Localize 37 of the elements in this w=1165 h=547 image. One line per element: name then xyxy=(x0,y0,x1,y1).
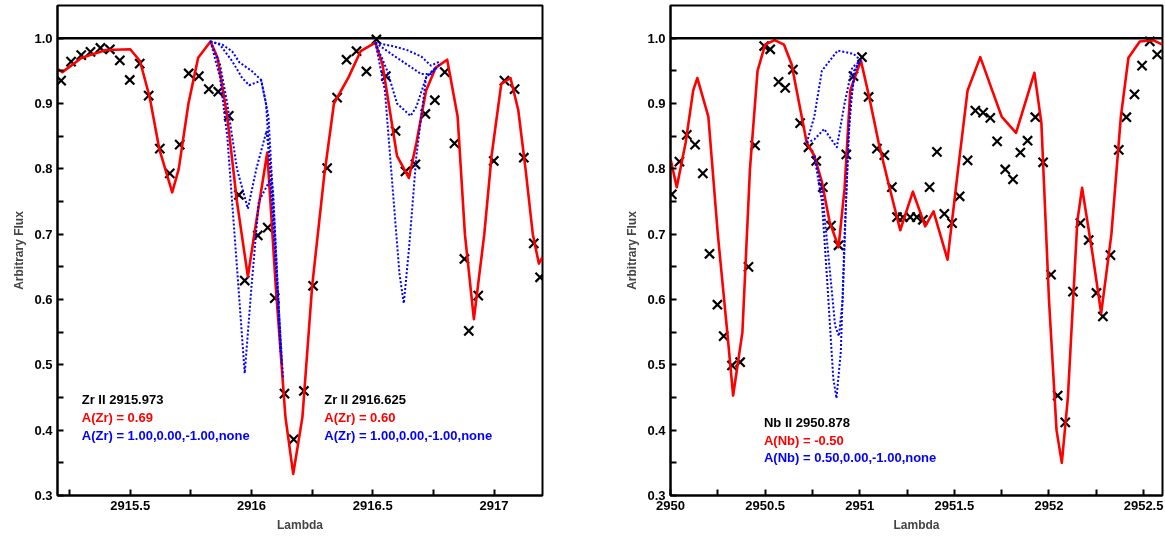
annotation: Zr II 2916.625 xyxy=(324,392,406,408)
y-tick-label: 0.9 xyxy=(34,96,53,111)
y-tick-label: 0.9 xyxy=(647,96,666,111)
y-tick-label: 0.8 xyxy=(647,161,666,177)
y-tick-label: 0.5 xyxy=(647,357,666,373)
y-tick-label: 1.0 xyxy=(34,30,53,46)
y-tick-label: 0.7 xyxy=(34,226,53,242)
x-tick-label: 2951.5 xyxy=(934,497,975,513)
annotation: A(Zr) = 1.00,0.00,-1.00,none xyxy=(81,427,250,443)
y-tick-label: 0.4 xyxy=(647,422,667,438)
annotation: Zr II 2915.973 xyxy=(81,392,164,408)
y-axis-title: Arbitrary Flux xyxy=(625,210,640,290)
annotation: Nb II 2950.878 xyxy=(763,414,850,430)
y-tick-label: 0.7 xyxy=(647,226,666,242)
x-axis-title: Lambda xyxy=(893,517,940,532)
y-tick-label: 0.6 xyxy=(34,292,53,307)
annotation: A(Nb) = -0.50 xyxy=(763,432,844,448)
y-tick-label: 0.4 xyxy=(34,422,54,438)
x-tick-label: 2916.5 xyxy=(352,497,393,513)
x-tick-label: 2950.5 xyxy=(745,497,785,513)
y-tick-label: 0.6 xyxy=(647,292,666,307)
y-tick-label: 0.8 xyxy=(34,161,53,177)
x-tick-label: 2916 xyxy=(237,497,266,513)
annotation: A(Zr) = 0.60 xyxy=(324,410,396,426)
x-tick-label: 2917 xyxy=(479,497,509,513)
y-tick-label: 0.5 xyxy=(34,357,53,373)
annotation: A(Nb) = 0.50,0.00,-1.00,none xyxy=(763,450,937,466)
x-axis-title: Lambda xyxy=(277,517,324,532)
x-tick-label: 2915.5 xyxy=(110,497,151,513)
annotation: A(Zr) = 1.00,0.00,-1.00,none xyxy=(324,427,493,443)
y-tick-label: 0.3 xyxy=(34,488,53,503)
annotation: A(Zr) = 0.69 xyxy=(81,410,153,426)
x-tick-label: 2952.5 xyxy=(1123,497,1164,513)
x-tick-label: 2951 xyxy=(845,497,875,513)
y-tick-label: 1.0 xyxy=(647,30,666,46)
y-axis-title: Arbitrary Flux xyxy=(12,210,27,290)
x-tick-label: 2952 xyxy=(1034,497,1064,513)
